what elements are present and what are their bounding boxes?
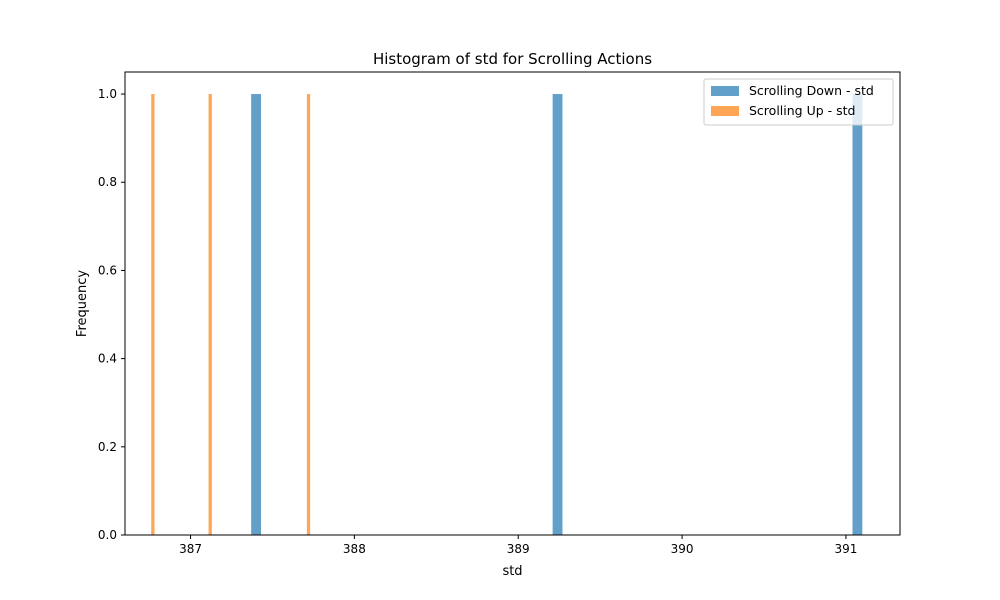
y-tick-label: 0.8 <box>98 175 117 189</box>
y-tick-label: 0.2 <box>98 440 117 454</box>
legend-label-scrolling-up: Scrolling Up - std <box>749 103 855 118</box>
bar-scrolling-down-std-1 <box>251 94 261 536</box>
x-tick-label: 389 <box>507 542 530 556</box>
bar-scrolling-up-std-1 <box>151 94 155 536</box>
x-tick-label: 387 <box>179 542 202 556</box>
x-tick-label: 388 <box>343 542 366 556</box>
legend-swatch-scrolling-down <box>711 86 739 96</box>
bar-scrolling-up-std-3 <box>306 94 311 536</box>
y-tick-label: 0.6 <box>98 263 117 277</box>
x-axis-ticks: 387 388 389 390 391 <box>179 535 857 556</box>
y-axis-label: Frequency <box>75 270 90 337</box>
bar-scrolling-down-std-3 <box>852 94 863 536</box>
y-axis-ticks: 0.0 0.2 0.4 0.6 0.8 1.0 <box>98 87 125 542</box>
y-tick-label: 0.4 <box>98 352 117 366</box>
legend-swatch-scrolling-up <box>711 106 739 116</box>
legend: Scrolling Down - std Scrolling Up - std <box>703 78 894 126</box>
chart-title: Histogram of std for Scrolling Actions <box>373 50 652 68</box>
x-axis-label: std <box>502 564 522 579</box>
bar-scrolling-down-std-2 <box>552 94 563 536</box>
x-tick-label: 390 <box>671 542 694 556</box>
plot-frame <box>124 71 901 536</box>
bars-group <box>151 94 863 536</box>
legend-label-scrolling-down: Scrolling Down - std <box>749 83 874 98</box>
y-tick-label: 0.0 <box>98 528 117 542</box>
legend-box <box>703 78 894 126</box>
y-tick-label: 1.0 <box>98 87 117 101</box>
x-tick-label: 391 <box>834 542 857 556</box>
bar-scrolling-up-std-2 <box>208 94 212 536</box>
